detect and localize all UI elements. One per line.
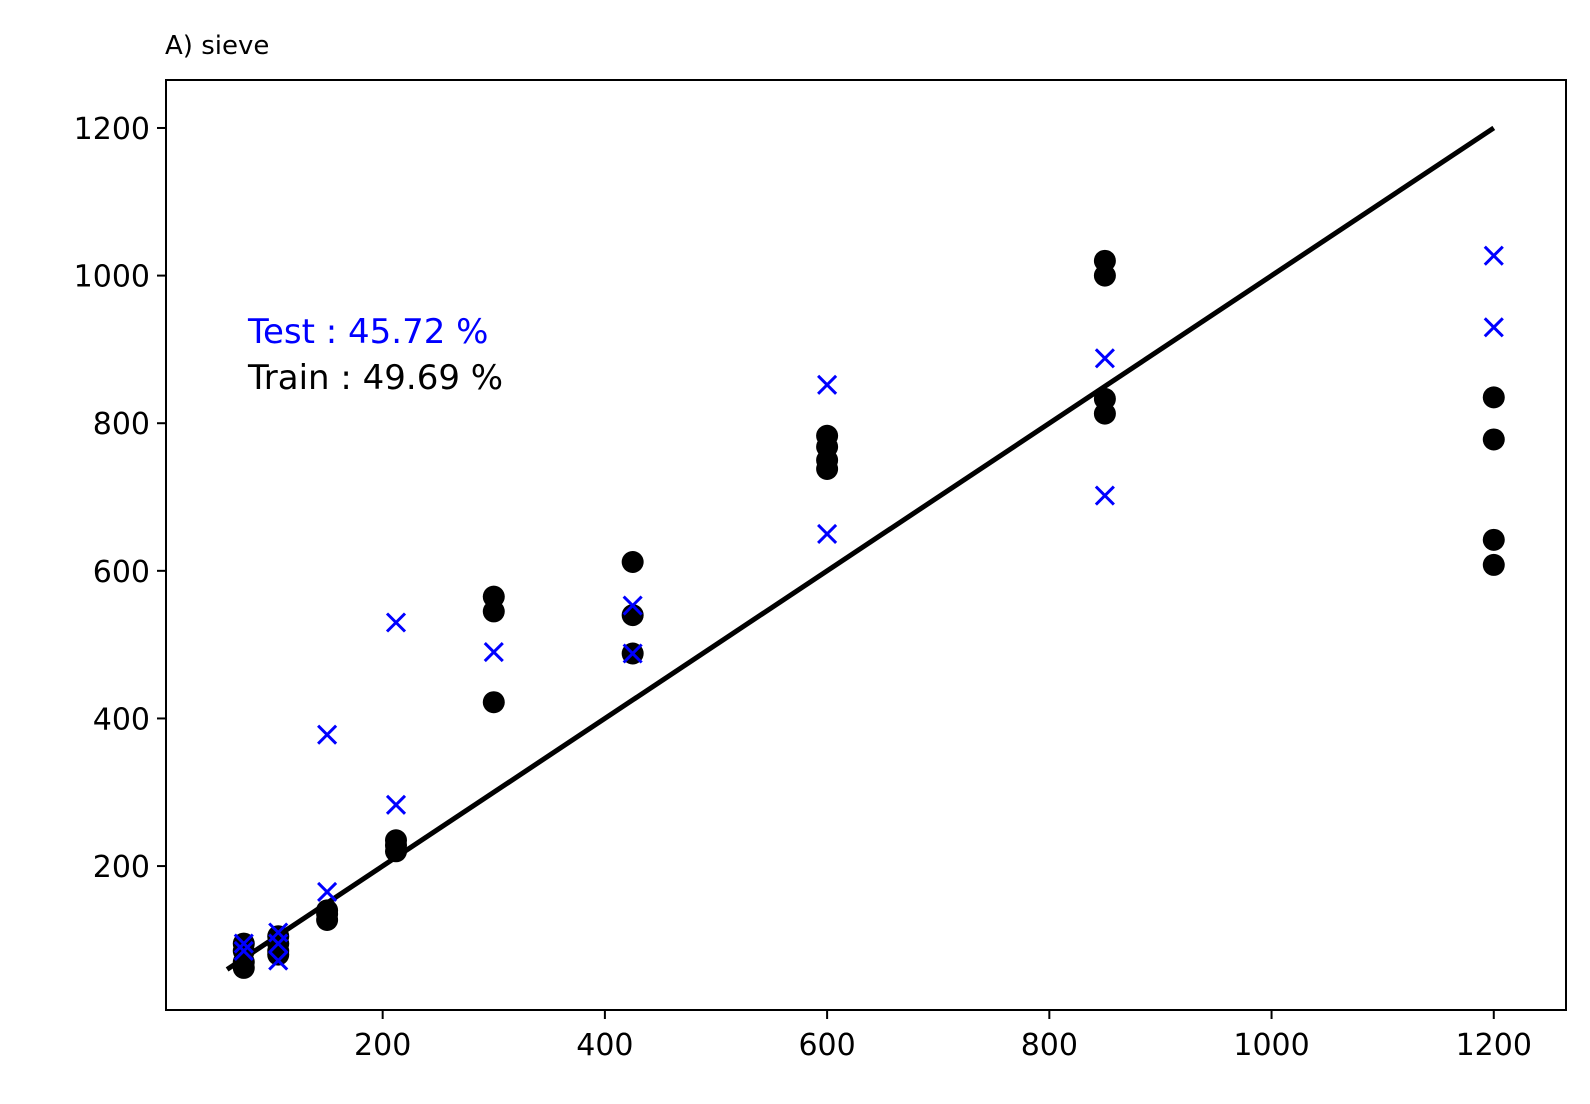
x-tick-label: 200 [354, 1028, 411, 1063]
train-point [621, 550, 644, 573]
y-tick-label: 1200 [74, 112, 150, 147]
test-point-stroke [817, 374, 838, 395]
train-point [1093, 264, 1116, 287]
test-point-stroke [317, 881, 338, 902]
test-point [817, 374, 838, 395]
test-point-stroke [1483, 245, 1504, 266]
y-tick-label: 1000 [74, 260, 150, 295]
test-point-stroke [268, 933, 289, 954]
train-point [482, 600, 505, 623]
y-tick-label: 200 [93, 850, 150, 885]
test-point [317, 724, 338, 745]
test-point-stroke [317, 724, 338, 745]
test-point [385, 794, 407, 815]
test-point [268, 950, 289, 971]
test-point-stroke [385, 794, 407, 815]
test-point [1094, 485, 1115, 506]
test-point-stroke [385, 612, 407, 633]
train-point [816, 457, 839, 480]
test-point [268, 933, 289, 954]
train-score-annotation: Train : 49.69 % [247, 358, 503, 398]
test-point [317, 881, 338, 902]
train-point [482, 691, 505, 714]
x-tick-label: 1200 [1456, 1028, 1532, 1063]
test-point-stroke [233, 933, 254, 954]
train-point [1482, 386, 1505, 409]
test-point-stroke [622, 643, 643, 664]
test-point-stroke [1094, 485, 1115, 506]
test-point [1483, 317, 1504, 338]
y-tick-label: 400 [93, 702, 150, 737]
axes-frame [165, 79, 1567, 1011]
test-point [1094, 348, 1115, 369]
x-tick-label: 600 [798, 1028, 855, 1063]
train-point [1093, 402, 1116, 425]
x-tick-label: 1000 [1233, 1028, 1309, 1063]
y-tick-label: 600 [93, 555, 150, 590]
test-point-stroke [817, 523, 838, 544]
train-point [1482, 428, 1505, 451]
test-point-stroke [1483, 317, 1504, 338]
test-point-stroke [483, 641, 504, 663]
train-point [232, 956, 255, 979]
test-point-stroke [268, 950, 289, 971]
x-tick-label: 800 [1021, 1028, 1078, 1063]
test-point-stroke [233, 940, 254, 962]
train-point [385, 840, 407, 863]
x-tick-label: 400 [576, 1028, 633, 1063]
test-score-annotation: Test : 45.72 % [247, 312, 488, 352]
test-point [385, 612, 407, 633]
test-point-stroke [622, 595, 643, 616]
reference-line [225, 125, 1496, 972]
plot-area [225, 125, 1505, 979]
y-tick-label: 800 [93, 407, 150, 442]
test-point [817, 523, 838, 544]
test-point [622, 643, 643, 664]
train-point [1482, 528, 1505, 551]
train-point [316, 908, 339, 931]
test-point [483, 641, 504, 663]
test-point [1483, 245, 1504, 266]
test-point [622, 595, 643, 616]
chart-title: A) sieve [165, 31, 269, 61]
test-point [233, 940, 254, 962]
train-point [1482, 553, 1505, 576]
test-point [233, 933, 254, 954]
test-point-stroke [1094, 348, 1115, 369]
